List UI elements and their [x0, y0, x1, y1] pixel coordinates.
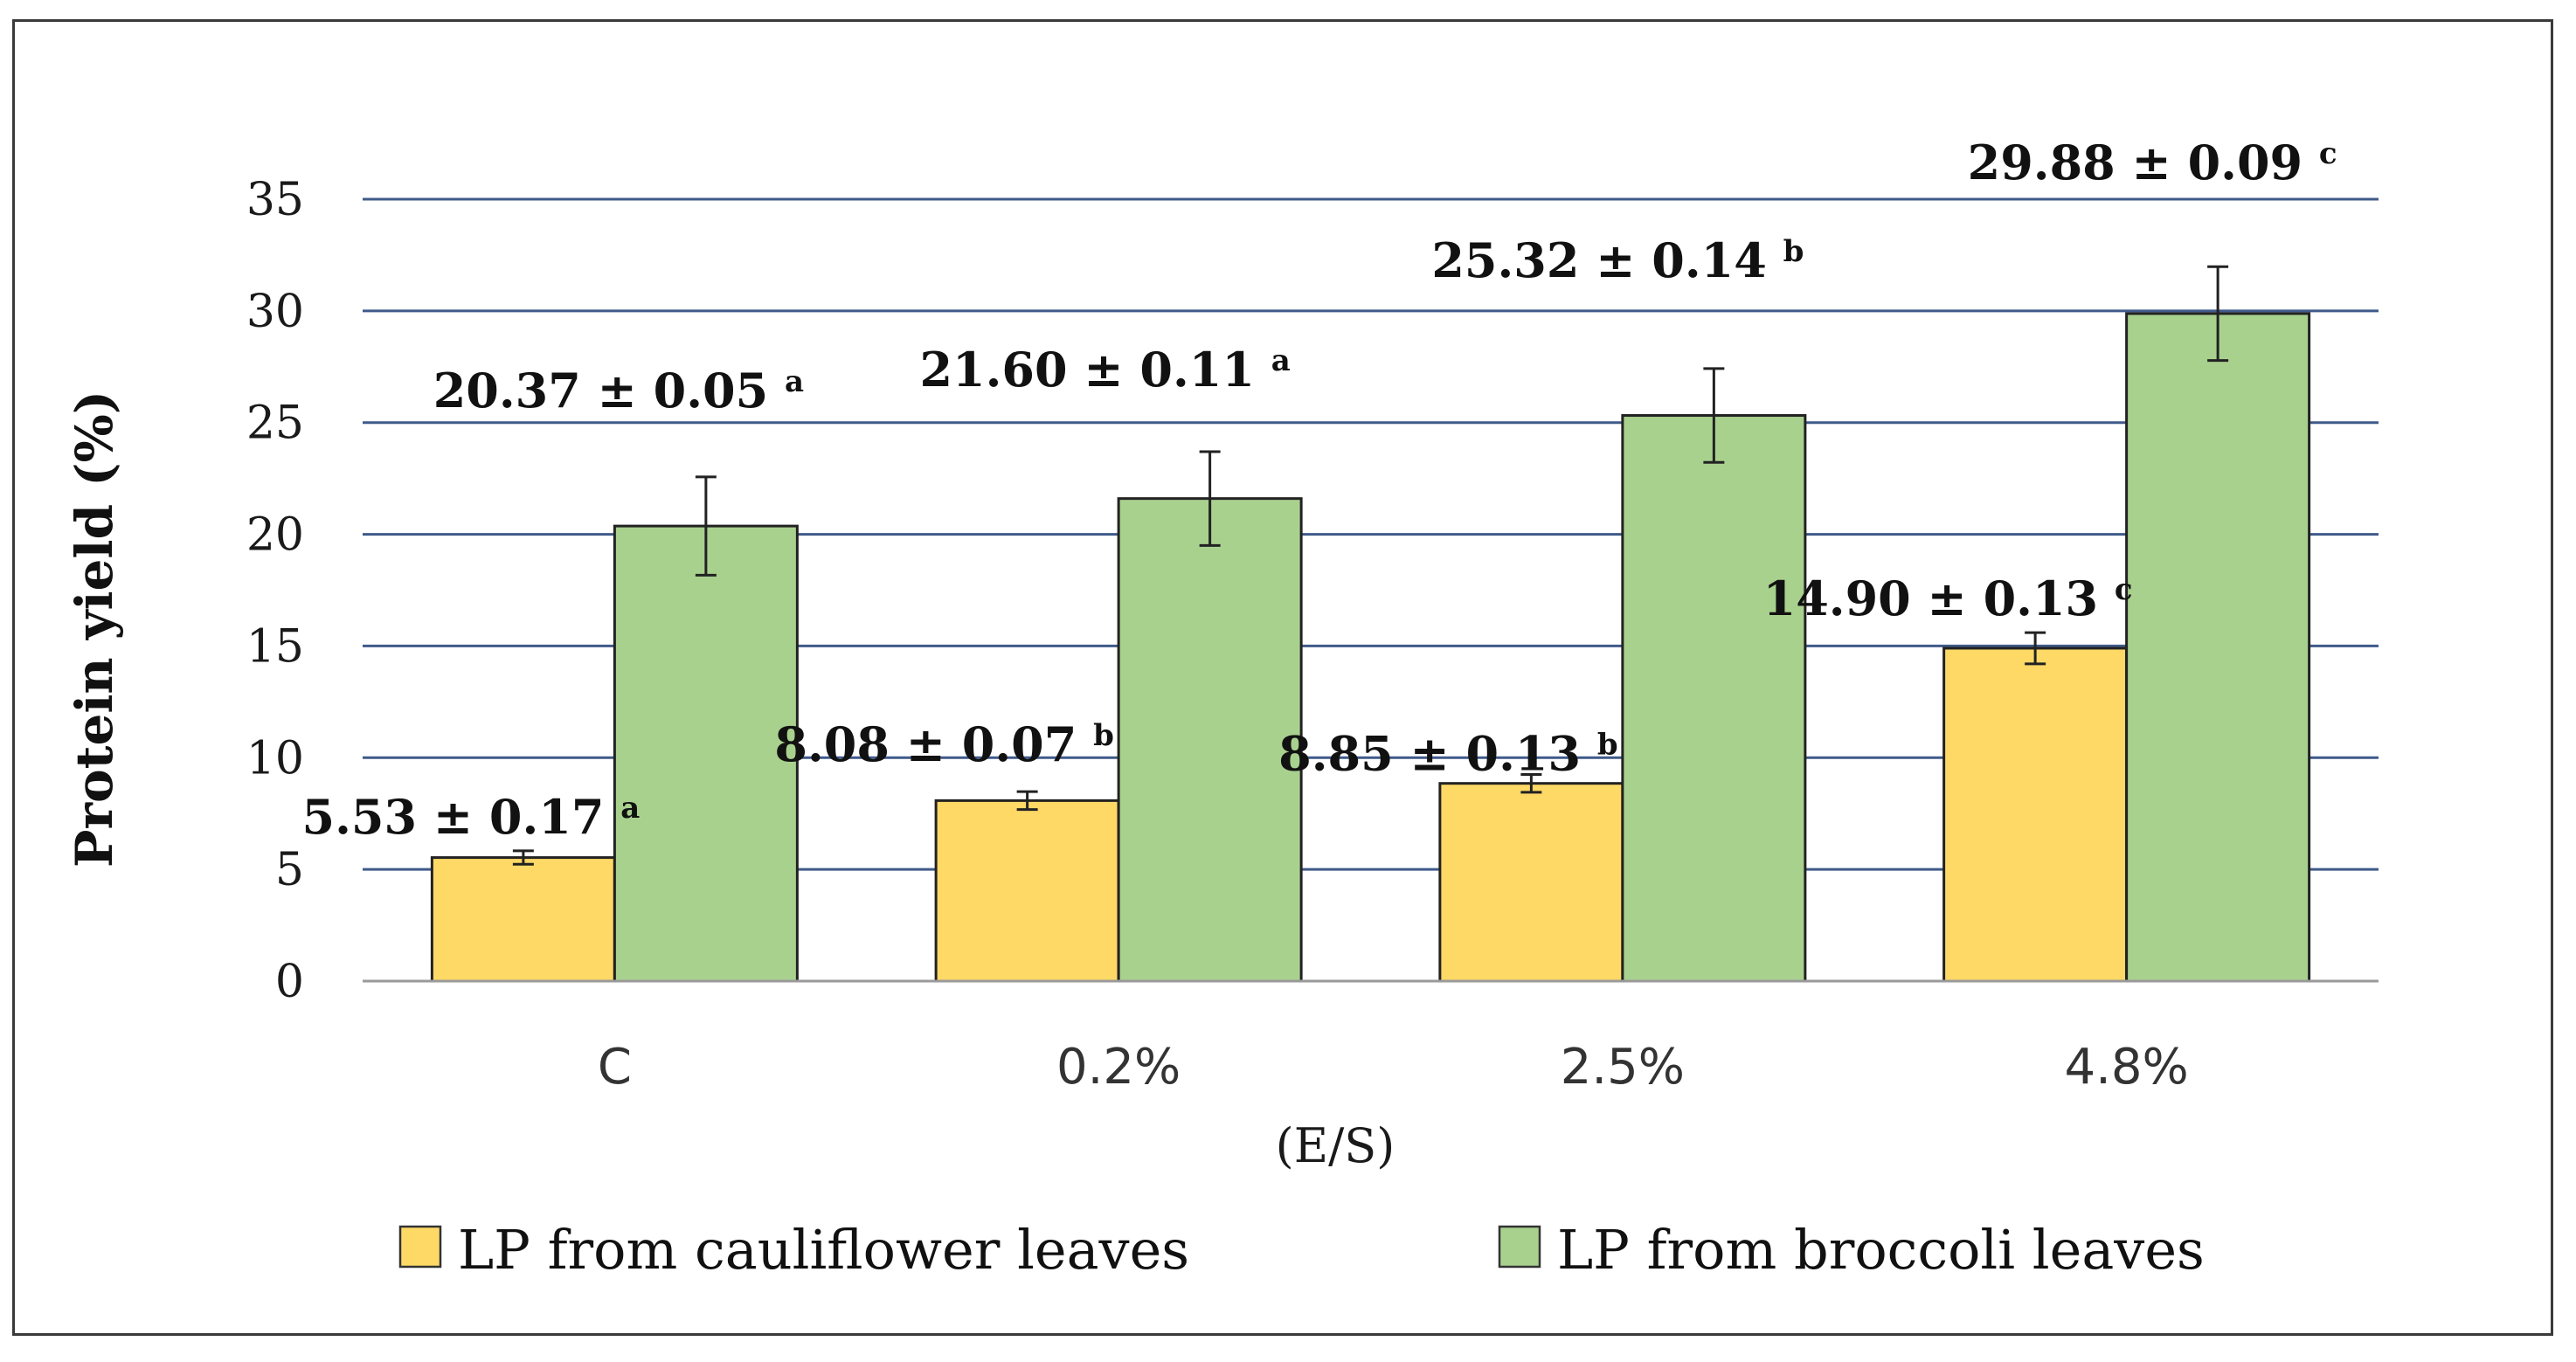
x-tick-label: C: [598, 1039, 632, 1096]
significance-letter: a: [1271, 343, 1291, 378]
data-label: 5.53 ± 0.17 a: [302, 789, 641, 845]
x-tick-label: 0.2%: [1056, 1039, 1181, 1096]
error-bars: [512, 265, 2229, 866]
bar-cauliflower-3: [1942, 646, 2129, 983]
bars: [430, 312, 2311, 983]
significance-letter: a: [620, 791, 640, 826]
legend-label-cauliflower: LP from cauliflower leaves: [458, 1218, 1189, 1282]
y-tick-label: 10: [246, 732, 304, 785]
data-label: 21.60 ± 0.11 a: [919, 342, 1290, 398]
data-label: 20.37 ± 0.05 a: [433, 363, 804, 418]
x-tick-label: 4.8%: [2064, 1039, 2188, 1096]
y-tick-label: 5: [275, 844, 304, 896]
y-tick-label: 20: [246, 509, 304, 562]
significance-letter: b: [1783, 234, 1804, 269]
axes: 0 5 10 15 20 25 30 35 C 0.2% 2.5% 4.8%: [246, 174, 2379, 1096]
y-tick-label: 15: [246, 620, 304, 673]
legend-swatch-cauliflower: [398, 1225, 442, 1269]
y-tick-label: 35: [246, 174, 304, 226]
bar-broccoli-0: [613, 524, 799, 983]
data-label: 14.90 ± 0.13 c: [1763, 570, 2133, 626]
y-tick-label: 30: [246, 286, 304, 338]
legend-swatch-broccoli: [1498, 1225, 1541, 1269]
significance-letter: b: [1093, 718, 1114, 753]
bar-broccoli-2: [1621, 414, 1807, 983]
x-axis-title: (E/S): [1276, 1118, 1395, 1173]
legend-label-broccoli: LP from broccoli leaves: [1557, 1218, 2205, 1282]
significance-letter: b: [1597, 727, 1618, 762]
significance-letter: c: [2115, 572, 2133, 607]
data-label: 25.32 ± 0.14 b: [1431, 232, 1804, 288]
bar-cauliflower-0: [430, 856, 616, 983]
y-tick-label: 0: [275, 956, 304, 1008]
significance-letter: c: [2319, 136, 2337, 171]
y-axis-title: Protein yield (%): [65, 391, 124, 868]
bar-cauliflower-1: [934, 799, 1120, 983]
y-tick-label: 25: [246, 398, 304, 450]
significance-letter: a: [785, 364, 804, 399]
data-label: 8.08 ± 0.07 b: [774, 716, 1113, 772]
x-tick-label: 2.5%: [1561, 1039, 1685, 1096]
data-labels: 5.53 ± 0.17 a 8.08 ± 0.07 b 8.85 ± 0.13 b 1…: [302, 135, 2337, 845]
bar-broccoli-3: [2125, 312, 2311, 983]
data-label: 29.88 ± 0.09 c: [1968, 135, 2337, 190]
bar-cauliflower-2: [1438, 782, 1624, 983]
bar-broccoli-1: [1117, 497, 1303, 983]
legend: LP from cauliflower leaves LP from brocc…: [398, 1218, 2205, 1282]
data-label: 8.85 ± 0.13 b: [1278, 725, 1617, 781]
